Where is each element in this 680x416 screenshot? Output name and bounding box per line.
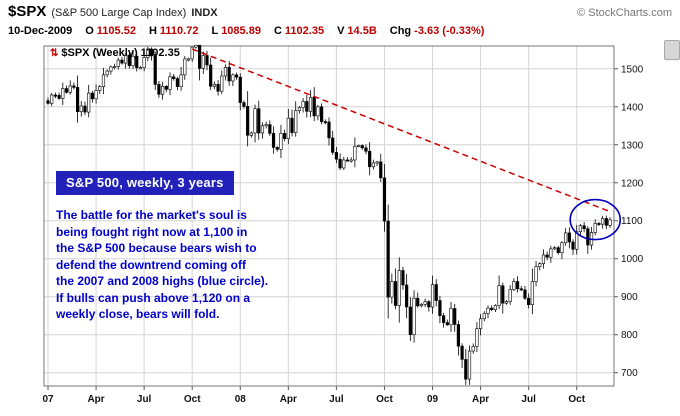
close-label: C <box>273 25 282 37</box>
chart-area: 700 800 900 1000 1100 1200 1300 1400 1500 07 Apr Ju… <box>0 44 680 416</box>
commentary-line: the 2007 and 2008 highs (blue circle). <box>56 274 269 288</box>
volume-value: 14.5B <box>347 25 377 37</box>
commentary-line: defend the downtrend coming off <box>56 257 246 272</box>
low-value: 1085.89 <box>221 25 261 37</box>
chart-header: $SPX (S&P 500 Large Cap Index) INDX © St… <box>8 3 672 37</box>
low-label: L <box>211 25 219 37</box>
quote-row: 10-Dec-2009 O 1105.52 H 1110.72 L 1085.89 C… <box>8 25 672 37</box>
commentary-line: If bulls can push above 1,120 on a <box>56 290 251 305</box>
volume-label: V <box>337 25 345 37</box>
price-legend-icon: ⇅ <box>50 48 59 59</box>
svg-text:1100: 1100 <box>621 216 643 227</box>
svg-text:Jul: Jul <box>521 394 536 405</box>
svg-text:Oct: Oct <box>184 394 201 405</box>
change-value: -3.63 (-0.33%) <box>414 25 485 37</box>
header-title-row: $SPX (S&P 500 Large Cap Index) INDX © St… <box>8 3 672 22</box>
symbol: $SPX <box>8 3 47 20</box>
svg-text:Oct: Oct <box>376 394 393 405</box>
svg-text:1500: 1500 <box>621 64 644 75</box>
svg-text:Apr: Apr <box>280 394 297 405</box>
svg-text:900: 900 <box>621 292 638 303</box>
svg-text:Jul: Jul <box>329 394 344 405</box>
open-value: 1105.52 <box>96 25 136 37</box>
svg-text:700: 700 <box>621 368 638 379</box>
commentary-line: weekly close, bears will fold. <box>56 307 220 321</box>
svg-text:08: 08 <box>235 394 247 405</box>
svg-text:1200: 1200 <box>621 178 644 189</box>
quote-high: H 1110.72 <box>149 25 199 37</box>
svg-text:Jul: Jul <box>137 394 152 405</box>
annotation-title-box: S&P 500, weekly, 3 years <box>56 171 234 195</box>
symbol-name: (S&P 500 Large Cap Index) <box>51 7 187 19</box>
chart-legend: ⇅ $SPX (Weekly) 1102.35 <box>50 47 180 59</box>
quote-open: O 1105.52 <box>85 25 136 37</box>
change-label: Chg <box>389 25 412 37</box>
quote-low: L 1085.89 <box>211 25 261 37</box>
svg-text:09: 09 <box>427 394 439 405</box>
svg-text:Apr: Apr <box>472 394 489 405</box>
commentary-line: the S&P 500 because bears wish to <box>56 241 257 255</box>
svg-text:1400: 1400 <box>621 102 644 113</box>
price-chart: 700 800 900 1000 1100 1200 1300 1400 1500 07 Apr Ju… <box>42 44 644 405</box>
high-label: H <box>148 25 157 37</box>
high-value: 1110.72 <box>159 25 199 37</box>
quote-close: C 1102.35 <box>274 25 324 37</box>
chart-legend-text: $SPX (Weekly) 1102.35 <box>61 47 180 59</box>
close-value: 1102.35 <box>284 25 325 37</box>
commentary-line: The battle for the market's soul is <box>56 208 247 222</box>
commentary-line: being fought right now at 1,100 in <box>56 224 248 239</box>
exchange-label: INDX <box>191 7 218 19</box>
svg-text:Oct: Oct <box>568 394 585 405</box>
svg-text:Apr: Apr <box>87 394 104 405</box>
chart-commentary: The battle for the market's soul is being… <box>56 207 268 323</box>
svg-text:1000: 1000 <box>621 254 644 265</box>
quote-volume: V 14.5B <box>337 25 377 37</box>
quote-date: 10-Dec-2009 <box>8 25 73 37</box>
open-label: O <box>85 25 94 37</box>
svg-text:07: 07 <box>42 394 54 405</box>
stockcharts-credit: © StockCharts.com <box>577 7 672 19</box>
quote-change: Chg -3.63 (-0.33%) <box>390 25 485 37</box>
svg-text:800: 800 <box>621 330 638 341</box>
svg-text:1300: 1300 <box>621 140 644 151</box>
